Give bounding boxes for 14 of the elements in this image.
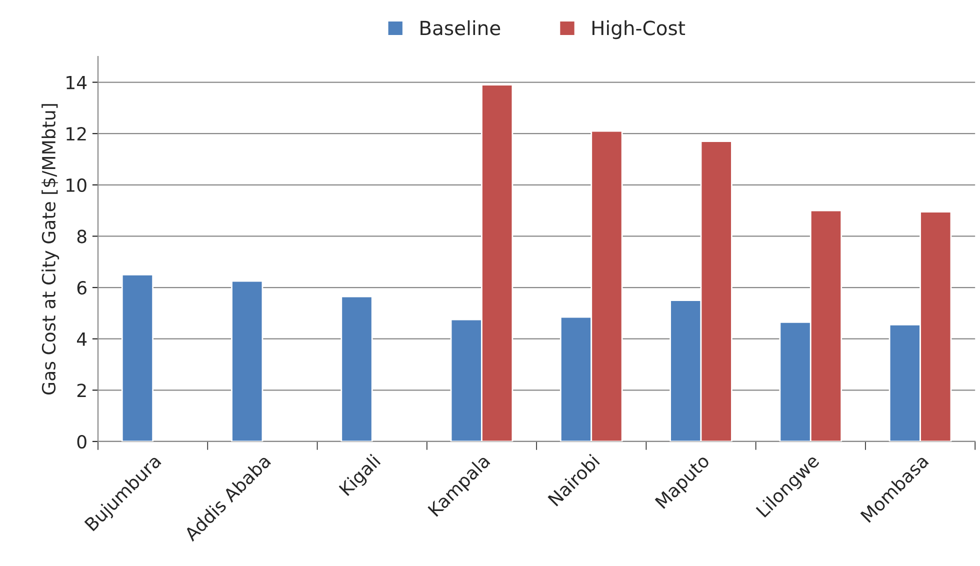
legend-label: High-Cost: [592, 20, 686, 40]
legend-label: Baseline: [420, 20, 500, 36]
y-tick-label: 0: [77, 434, 86, 449]
y-axis-title: Gas Cost at City Gate [$/MMbtu]: [42, 104, 60, 394]
y-tick-label: 2: [77, 384, 86, 398]
bar: [121, 274, 154, 442]
y-tick-label: 12: [66, 127, 86, 140]
y-tick-label: 14: [66, 76, 87, 90]
bar: [231, 280, 264, 442]
y-tick-label: 8: [77, 230, 86, 244]
y-tick-label: 10: [66, 178, 86, 192]
y-tick-label: 4: [76, 332, 87, 346]
bar: [340, 296, 373, 442]
y-tick-label: 6: [77, 280, 86, 295]
